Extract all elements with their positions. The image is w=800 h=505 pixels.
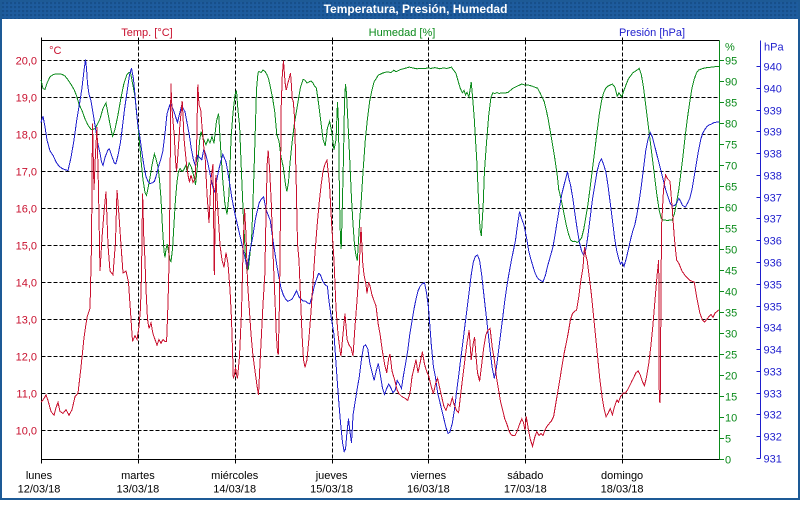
svg-text:939: 939: [764, 126, 782, 138]
svg-text:10,0: 10,0: [16, 425, 37, 437]
svg-text:85: 85: [725, 97, 737, 109]
svg-text:Presión [hPa]: Presión [hPa]: [619, 27, 685, 39]
svg-text:40: 40: [725, 286, 737, 298]
svg-text:18/03/18: 18/03/18: [601, 484, 644, 496]
svg-text:35: 35: [725, 307, 737, 319]
svg-text:938: 938: [764, 170, 782, 182]
svg-text:55: 55: [725, 223, 737, 235]
svg-text:miércoles: miércoles: [211, 470, 259, 482]
svg-text:martes: martes: [121, 470, 155, 482]
svg-text:937: 937: [764, 213, 782, 225]
svg-text:75: 75: [725, 139, 737, 151]
svg-text:45: 45: [725, 265, 737, 277]
svg-text:12,0: 12,0: [16, 351, 37, 363]
svg-text:14,0: 14,0: [16, 277, 37, 289]
svg-text:15,0: 15,0: [16, 240, 37, 252]
svg-text:70: 70: [725, 160, 737, 172]
svg-text:932: 932: [764, 409, 782, 421]
svg-text:16,0: 16,0: [16, 203, 37, 215]
svg-text:Humedad [%]: Humedad [%]: [369, 27, 436, 39]
svg-text:933: 933: [764, 366, 782, 378]
svg-text:16/03/18: 16/03/18: [407, 484, 450, 496]
svg-text:%: %: [725, 42, 735, 54]
svg-text:60: 60: [725, 202, 737, 214]
svg-text:15/03/18: 15/03/18: [310, 484, 353, 496]
svg-text:18,0: 18,0: [16, 129, 37, 141]
svg-text:933: 933: [764, 388, 782, 400]
svg-text:5: 5: [725, 433, 731, 445]
svg-text:jueves: jueves: [315, 470, 348, 482]
svg-text:936: 936: [764, 235, 782, 247]
svg-text:935: 935: [764, 301, 782, 313]
svg-text:939: 939: [764, 105, 782, 117]
svg-text:19,0: 19,0: [16, 92, 37, 104]
svg-text:934: 934: [764, 344, 782, 356]
svg-text:936: 936: [764, 257, 782, 269]
svg-text:931: 931: [764, 453, 782, 465]
svg-text:65: 65: [725, 181, 737, 193]
svg-text:13/03/18: 13/03/18: [116, 484, 159, 496]
svg-text:15: 15: [725, 391, 737, 403]
svg-text:Temp. [°C]: Temp. [°C]: [121, 27, 172, 39]
svg-text:11,0: 11,0: [16, 388, 37, 400]
svg-text:934: 934: [764, 322, 782, 334]
svg-text:17/03/18: 17/03/18: [504, 484, 547, 496]
svg-text:viernes: viernes: [411, 470, 447, 482]
svg-text:940: 940: [764, 61, 782, 73]
svg-text:14/03/18: 14/03/18: [213, 484, 256, 496]
svg-text:0: 0: [725, 454, 731, 466]
svg-text:80: 80: [725, 118, 737, 130]
svg-text:30: 30: [725, 328, 737, 340]
svg-text:50: 50: [725, 244, 737, 256]
svg-text:938: 938: [764, 148, 782, 160]
svg-text:domingo: domingo: [601, 470, 643, 482]
svg-text:°C: °C: [49, 45, 61, 57]
svg-text:935: 935: [764, 279, 782, 291]
svg-text:940: 940: [764, 83, 782, 95]
svg-text:12/03/18: 12/03/18: [18, 484, 61, 496]
svg-text:932: 932: [764, 431, 782, 443]
svg-text:sábado: sábado: [507, 470, 543, 482]
svg-text:hPa: hPa: [764, 42, 784, 54]
svg-text:95: 95: [725, 55, 737, 67]
svg-text:20,0: 20,0: [16, 55, 37, 67]
svg-text:25: 25: [725, 349, 737, 361]
svg-text:937: 937: [764, 192, 782, 204]
svg-text:90: 90: [725, 76, 737, 88]
svg-text:20: 20: [725, 370, 737, 382]
svg-text:13,0: 13,0: [16, 314, 37, 326]
svg-text:10: 10: [725, 412, 737, 424]
svg-text:17,0: 17,0: [16, 166, 37, 178]
svg-text:lunes: lunes: [26, 470, 53, 482]
